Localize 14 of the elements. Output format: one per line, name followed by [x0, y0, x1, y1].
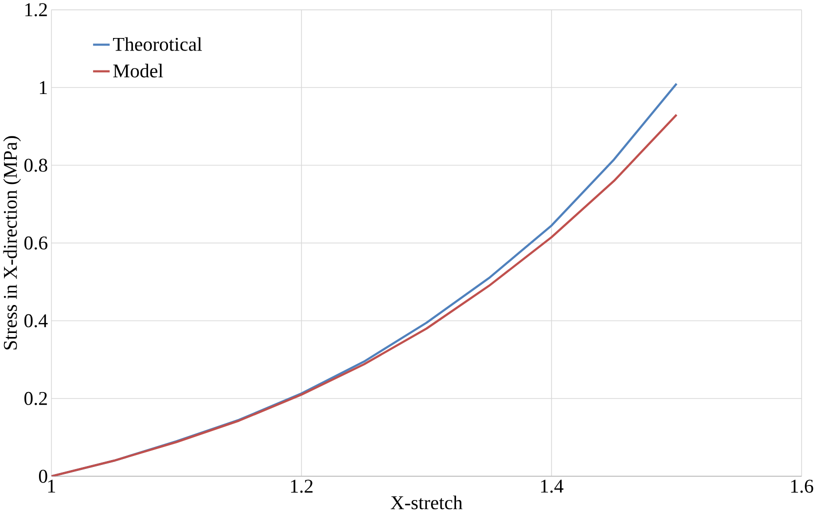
y-tick-label: 0: [38, 470, 48, 484]
x-axis-title: X-stretch: [390, 496, 462, 510]
x-tick-label: 1.6: [791, 480, 814, 494]
legend-label: Theorotical: [113, 37, 202, 52]
y-tick-label: 1.2: [25, 3, 47, 17]
y-tick-label: 0.4: [24, 314, 48, 328]
y-tick-label: 0.6: [24, 236, 48, 250]
y-tick-label: 1: [40, 81, 47, 94]
legend-label: Model: [113, 64, 164, 78]
x-tick-label: 1.2: [291, 480, 313, 494]
x-tick-label: 1.4: [541, 480, 564, 494]
y-axis-title: Stress in X-direction (MPa): [3, 136, 21, 350]
y-tick-label: 0.8: [24, 158, 48, 172]
y-tick-label: 0.2: [24, 392, 47, 406]
